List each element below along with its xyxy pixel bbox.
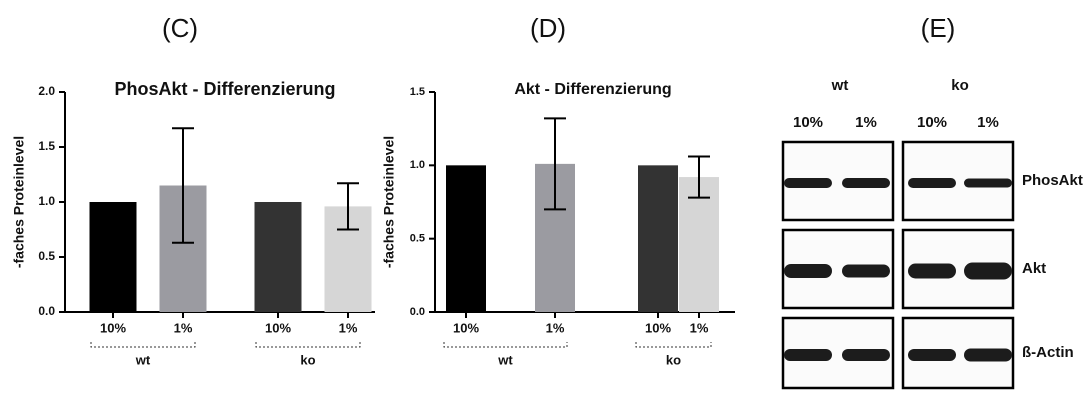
group-bracket — [636, 342, 711, 347]
blot-band — [842, 349, 890, 361]
x-tick-label: 1% — [339, 320, 358, 335]
blot-band — [964, 179, 1012, 188]
y-tick-label: 1.5 — [38, 139, 55, 153]
group-bracket — [91, 342, 195, 347]
blot-lane-label: 10% — [793, 114, 823, 131]
y-axis-label: -faches Proteinlevel — [381, 136, 397, 268]
blot-band — [784, 178, 832, 188]
x-tick-label: 10% — [645, 320, 671, 335]
blot-lane-label: 1% — [855, 114, 877, 131]
blot-band — [784, 264, 832, 278]
y-tick-label: 0.0 — [410, 306, 425, 318]
group-label: ko — [300, 352, 315, 367]
blot-lane-label: 1% — [977, 114, 999, 131]
blot-row-label: Akt — [1022, 260, 1046, 277]
y-tick-label: 0.0 — [38, 304, 55, 318]
blot-row-label: PhosAkt — [1022, 172, 1083, 189]
group-label: wt — [497, 352, 513, 367]
blot-group-label: ko — [951, 77, 969, 94]
panel-label: (E) — [921, 13, 956, 43]
figure: (C) PhosAkt - Differenzierung -faches Prot… — [0, 0, 1089, 397]
blot-band — [784, 349, 832, 361]
blot-band — [964, 349, 1012, 362]
bar — [90, 202, 137, 312]
bar — [255, 202, 302, 312]
y-tick-label: 1.5 — [410, 86, 425, 98]
x-tick-label: 1% — [690, 320, 709, 335]
blot-band — [908, 349, 956, 361]
chart-title: Akt - Differenzierung — [514, 81, 671, 98]
blot-row-label: ß-Actin — [1022, 344, 1074, 361]
panel-label: (C) — [162, 13, 198, 43]
blot-band — [908, 178, 956, 188]
x-tick-label: 10% — [100, 320, 126, 335]
blot-band — [842, 265, 890, 278]
panel-label: (D) — [530, 13, 566, 43]
y-tick-label: 2.0 — [38, 84, 55, 98]
y-tick-label: 0.5 — [38, 249, 55, 263]
y-tick-label: 1.0 — [38, 194, 55, 208]
x-tick-label: 1% — [174, 320, 193, 335]
x-tick-label: 10% — [453, 320, 479, 335]
blot-group-label: wt — [831, 77, 849, 94]
x-tick-label: 1% — [546, 320, 565, 335]
blot-band — [908, 264, 956, 279]
chart-title: PhosAkt - Differenzierung — [114, 79, 335, 99]
group-label: ko — [666, 352, 681, 367]
blot-band — [842, 178, 890, 188]
x-tick-label: 10% — [265, 320, 291, 335]
blot-band — [964, 263, 1012, 280]
bar — [638, 165, 678, 312]
y-axis-label: -faches Proteinlevel — [11, 136, 27, 268]
y-tick-label: 1.0 — [410, 159, 425, 171]
y-tick-label: 0.5 — [410, 233, 425, 245]
bar — [446, 165, 486, 312]
blot-lane-label: 10% — [917, 114, 947, 131]
group-bracket — [444, 342, 567, 347]
group-label: wt — [135, 352, 151, 367]
group-bracket — [256, 342, 360, 347]
